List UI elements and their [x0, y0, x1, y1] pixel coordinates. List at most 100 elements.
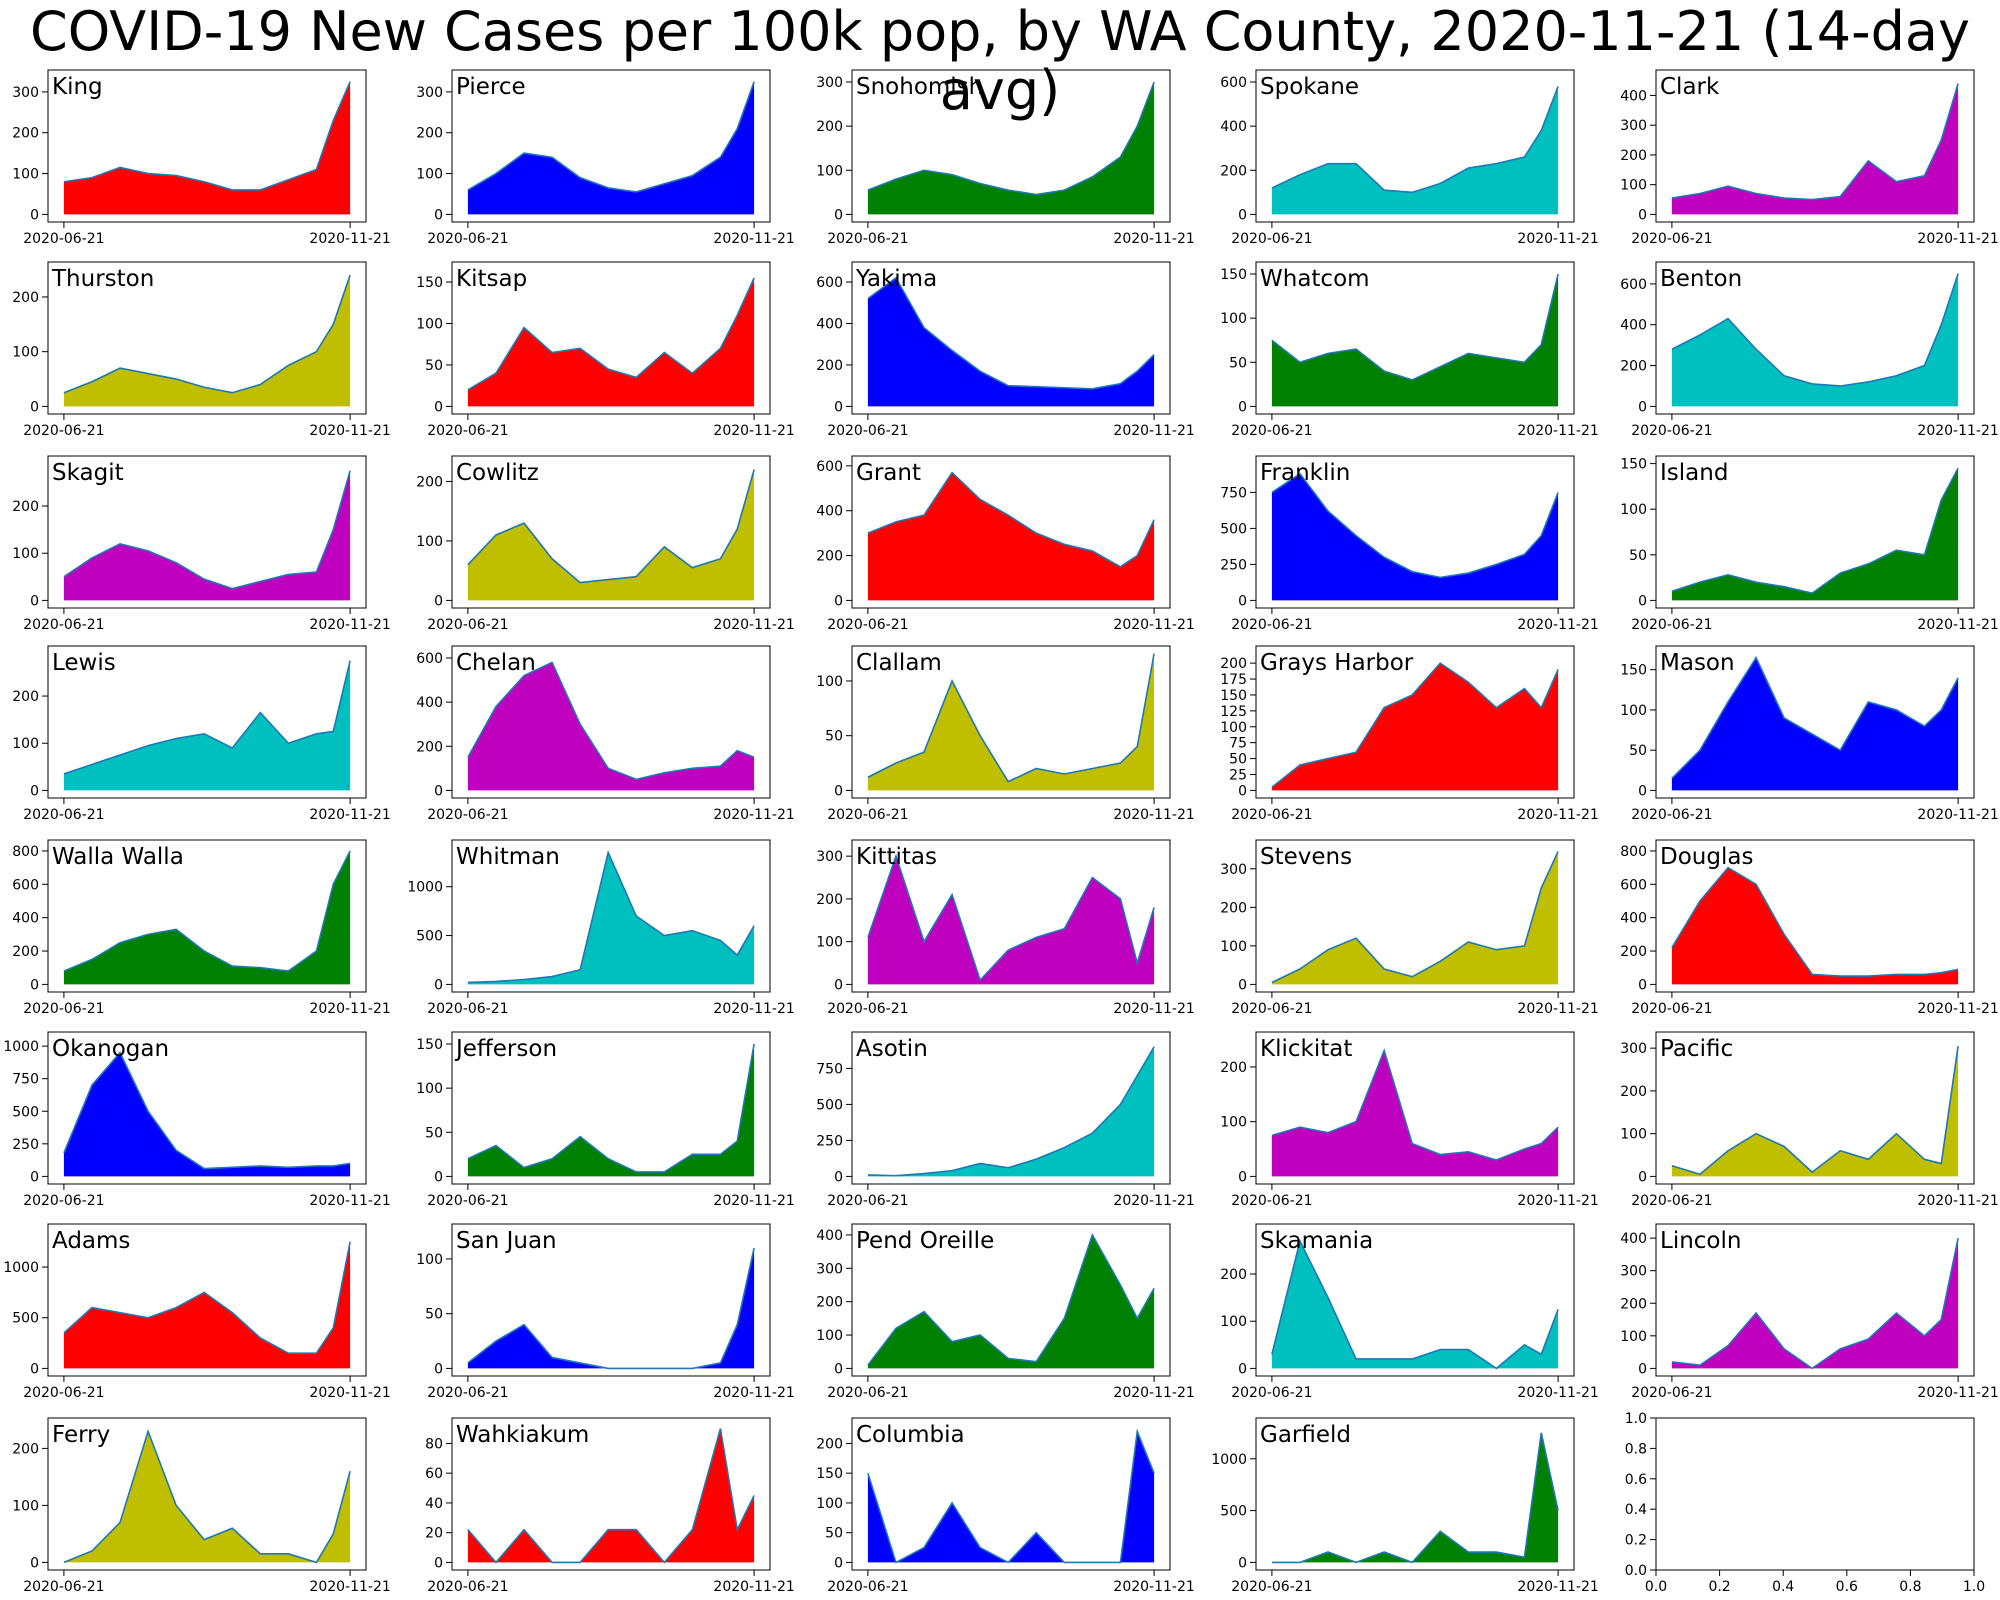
axes-frame [451, 645, 771, 799]
x-tick-label: 2020-06-21 [23, 1193, 104, 1209]
y-tick-label: 60 [425, 1466, 443, 1482]
y-tick-label: 100 [1620, 703, 1647, 719]
x-tick-label: 2020-11-21 [1517, 423, 1598, 439]
panel-benton: 0 200 400 600 2020-06-21 2020-11-21 Benton [1620, 261, 1999, 439]
x-tick-label: 2020-06-21 [1231, 423, 1312, 439]
area-fill [867, 653, 1155, 791]
x-tick-label: 2020-11-21 [309, 1001, 390, 1017]
series-line [1671, 655, 1959, 779]
panel-grant: 0 200 400 600 2020-06-21 2020-11-21 Grant [816, 455, 1195, 633]
y-tick-label: 200 [1220, 163, 1247, 179]
y-tick-label: 0 [434, 593, 443, 609]
y-tick-label: 600 [12, 877, 39, 893]
y-tick-label: 50 [425, 1307, 443, 1323]
axes-frame [1255, 645, 1575, 799]
y-tick-label: 80 [425, 1436, 443, 1452]
y-tick-label: 0 [834, 1169, 843, 1185]
y-tick-label: 0 [30, 207, 39, 223]
x-tick-label: 2020-11-21 [713, 231, 794, 247]
series-line [867, 1046, 1155, 1177]
y-tick-label: 50 [825, 1526, 843, 1542]
y-tick-label: 0 [434, 207, 443, 223]
series-line [1671, 273, 1959, 387]
area-fill [467, 1428, 755, 1563]
series-line [63, 470, 351, 590]
series-line [867, 81, 1155, 196]
panel-title: Pierce [456, 74, 526, 100]
series-line [1271, 472, 1559, 579]
y-tick-label: 750 [1220, 485, 1247, 501]
x-tick-label: 2020-06-21 [827, 617, 908, 633]
y-tick-label: 600 [1620, 877, 1647, 893]
series-line [1271, 273, 1559, 381]
y-tick-label: 200 [1220, 900, 1247, 916]
series-line [1271, 1432, 1559, 1564]
panel-columbia: 0 50 100 150 200 2020-06-21 2020-11-21 Columbia [816, 1417, 1195, 1595]
x-tick-label: 2020-11-21 [1113, 1385, 1194, 1401]
panel-title: Pend Oreille [856, 1228, 994, 1254]
x-tick-label: 2020-11-21 [713, 807, 794, 823]
panel-whatcom: 0 50 100 150 2020-06-21 2020-11-21 Whatcom [1220, 261, 1599, 439]
y-tick-label: 400 [416, 695, 443, 711]
panel-wahkiakum: 0 20 40 60 80 2020-06-21 2020-11-21 Wahkiakum [425, 1417, 795, 1595]
y-tick-label: 100 [12, 546, 39, 562]
y-tick-label: 0 [834, 1361, 843, 1377]
panel-island: 0 50 100 150 2020-06-21 2020-11-21 Island [1620, 455, 1999, 633]
y-tick-label: 100 [416, 316, 443, 332]
series-line [867, 276, 1155, 390]
y-tick-label: 0 [30, 399, 39, 415]
y-tick-label: 200 [1220, 1060, 1247, 1076]
x-tick-label: 2020-11-21 [713, 1001, 794, 1017]
y-tick-label: 0 [1238, 207, 1247, 223]
area-fill [1271, 86, 1559, 215]
y-tick-label: 600 [816, 275, 843, 291]
axes-frame [47, 261, 367, 415]
panel-pacific: 0 100 200 300 2020-06-21 2020-11-21 Pacific [1620, 1031, 1999, 1209]
y-tick-label: 0 [30, 593, 39, 609]
panel-title: Skamania [1260, 1228, 1373, 1254]
x-tick-label: 2020-06-21 [427, 1385, 508, 1401]
panel-pend-oreille: 0 100 200 300 400 2020-06-21 2020-11-21 Pend Or… [816, 1223, 1195, 1401]
y-tick-label: 0 [434, 1169, 443, 1185]
x-tick-label: 0.4 [1772, 1579, 1794, 1595]
y-tick-label: 100 [1220, 311, 1247, 327]
panel-skagit: 0 100 200 2020-06-21 2020-11-21 Skagit [12, 455, 391, 633]
panel-title: Columbia [856, 1422, 965, 1448]
area-fill [63, 1241, 351, 1369]
y-tick-label: 200 [1620, 1084, 1647, 1100]
y-tick-label: 100 [12, 1498, 39, 1514]
series-line [867, 653, 1155, 783]
x-tick-label: 2020-11-21 [1517, 1579, 1598, 1595]
panel-san-juan: 0 50 100 2020-06-21 2020-11-21 San Juan [416, 1223, 795, 1401]
x-tick-label: 2020-06-21 [827, 1385, 908, 1401]
series-line [63, 81, 351, 191]
panel-title: Ferry [52, 1422, 110, 1448]
panel-title: Clark [1660, 74, 1720, 100]
y-tick-label: 50 [1229, 355, 1247, 371]
x-tick-label: 2020-11-21 [1517, 1001, 1598, 1017]
panel-skamania: 0 100 200 2020-06-21 2020-11-21 Skamania [1220, 1223, 1599, 1401]
x-tick-label: 2020-06-21 [827, 807, 908, 823]
figure-title: COVID-19 New Cases per 100k pop, by WA C… [30, 0, 1970, 123]
area-fill [63, 470, 351, 601]
y-tick-label: 1000 [407, 880, 443, 896]
panel-title: Thurston [51, 266, 154, 292]
x-tick-label: 2020-11-21 [1113, 231, 1194, 247]
panel-clallam: 0 50 100 2020-06-21 2020-11-21 Clallam [816, 645, 1195, 823]
x-tick-label: 2020-11-21 [1113, 1579, 1194, 1595]
area-fill [1671, 867, 1959, 985]
y-tick-label: 50 [425, 358, 443, 374]
area-fill [1671, 657, 1959, 791]
y-tick-label: 0 [834, 593, 843, 609]
y-tick-label: 0 [1638, 1169, 1647, 1185]
panel-title: Klickitat [1260, 1036, 1352, 1062]
y-tick-label: 0.0 [1625, 1563, 1647, 1579]
panel-title: Adams [52, 1228, 130, 1254]
panel-walla-walla: 0 200 400 600 800 2020-06-21 2020-11-21 Walla W… [12, 839, 391, 1017]
axes-frame [451, 1417, 771, 1571]
axes-frame [451, 69, 771, 223]
area-fill [467, 277, 755, 407]
y-tick-label: 500 [816, 1097, 843, 1113]
panel-kitsap: 0 50 100 150 2020-06-21 2020-11-21 Kitsap [416, 261, 795, 439]
